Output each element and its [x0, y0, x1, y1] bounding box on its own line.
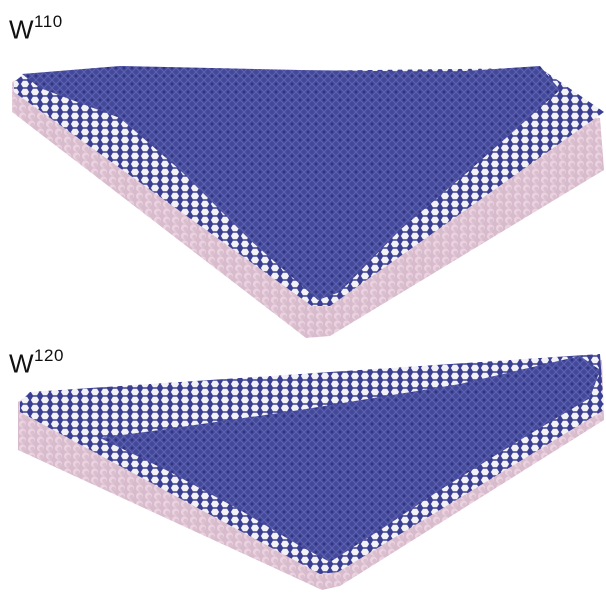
graphene-sheet-w120 [100, 356, 600, 562]
panel-w110: W110 [9, 12, 604, 338]
graphene-shade-w120 [100, 356, 600, 562]
panel-label-w120: W120 [9, 346, 64, 379]
w110-scene [12, 66, 604, 338]
w120-scene [18, 354, 604, 590]
panel-label-w110: W110 [9, 12, 63, 45]
panel-w120: W120 [0, 340, 606, 612]
graphene-shade-w110 [22, 66, 560, 300]
graphene-sheet-w110 [22, 66, 560, 300]
